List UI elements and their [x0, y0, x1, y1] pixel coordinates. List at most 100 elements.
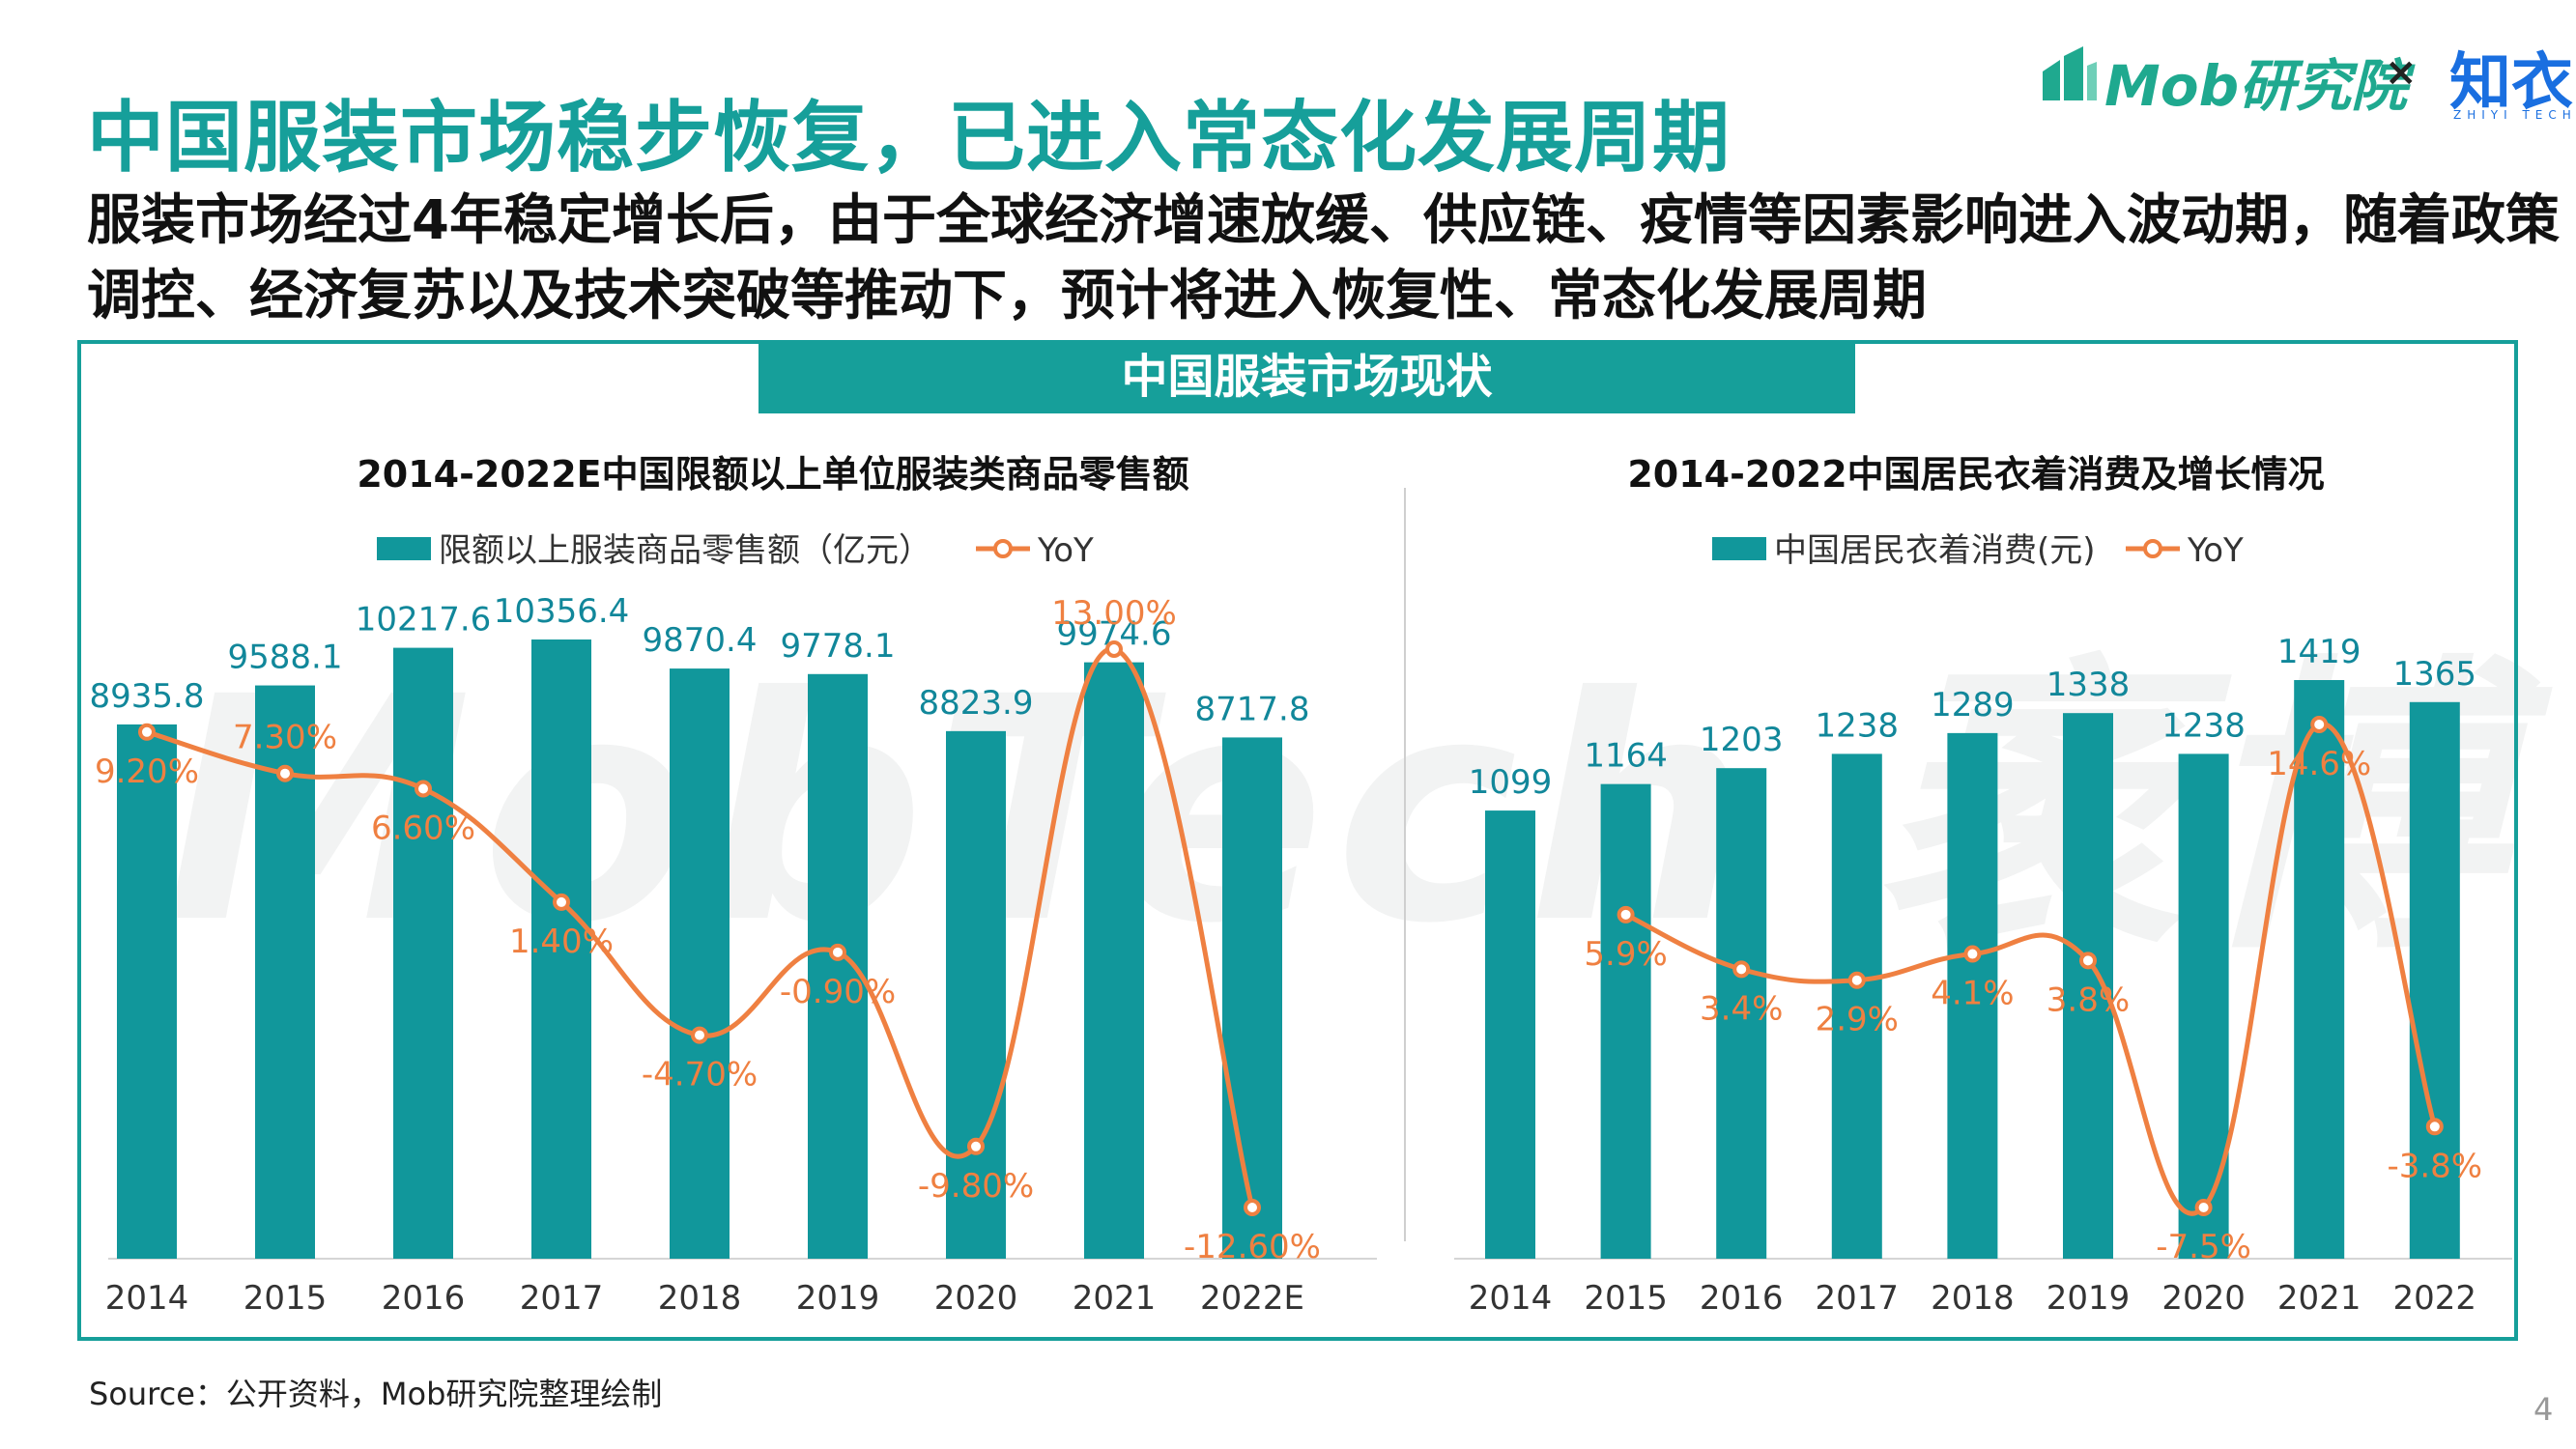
mob-logo-icon [2043, 46, 2097, 100]
bar [1222, 737, 1282, 1259]
yoy-point [1732, 960, 1751, 979]
yoy-point [1847, 971, 1866, 989]
mob-logo-text: Mob研究院 [2104, 53, 2408, 119]
yoy-point [1963, 945, 1982, 963]
x-tick-label: 2015 [1584, 1279, 1668, 1318]
yoy-value-label: 7.30% [233, 719, 337, 757]
chart-2: 中国居民衣着消费(元) YoY 1099 2014 1164 2015 1203 2016 12… [1454, 531, 2512, 1318]
yoy-point [829, 943, 846, 961]
yoy-point [138, 723, 156, 741]
x-tick-label: 2014 [105, 1279, 189, 1318]
bar [2178, 753, 2229, 1259]
yoy-value-label: 3.8% [2046, 980, 2130, 1019]
bar [1084, 662, 1144, 1259]
zhiyi-logo-subtext: ZHIYI TECH [2453, 108, 2576, 122]
yoy-value-label: 2.9% [1816, 1001, 1899, 1039]
x-tick-label: 2017 [1816, 1279, 1900, 1318]
legend-bar-swatch [377, 537, 431, 560]
chart-divider [1404, 488, 1406, 1241]
yoy-point [2310, 716, 2329, 733]
bar-value-label: 9778.1 [781, 627, 896, 666]
legend-line-label: YoY [2187, 531, 2244, 570]
logo-separator: × [2385, 50, 2418, 95]
yoy-value-label: -9.80% [918, 1167, 1034, 1206]
yoy-point [691, 1026, 708, 1044]
section-banner: 中国服装市场现状 [758, 340, 1855, 413]
yoy-value-label: -7.5% [2156, 1228, 2251, 1266]
x-tick-label: 2014 [1469, 1279, 1553, 1318]
bar-value-label: 1365 [2393, 655, 2477, 694]
yoy-value-label: 6.60% [371, 810, 475, 848]
yoy-value-label: 5.9% [1584, 935, 1667, 974]
bar-value-label: 1419 [2277, 633, 2361, 671]
x-tick-label: 2022 [2393, 1279, 2477, 1318]
yoy-point [2079, 952, 2097, 970]
bar [1600, 783, 1651, 1259]
bar-value-label: 10356.4 [494, 592, 630, 631]
yoy-point [1105, 640, 1123, 658]
bar [1485, 810, 1535, 1259]
page-subtitle: 服装市场经过4年稳定增长后，由于全球经济增速放缓、供应链、疫情等因素影响进入波动… [87, 189, 2560, 327]
bar-value-label: 1238 [1816, 706, 1900, 745]
bar [2409, 701, 2460, 1259]
x-tick-label: 2019 [2046, 1279, 2131, 1318]
yoy-point [967, 1137, 985, 1155]
yoy-value-label: 1.40% [509, 923, 614, 961]
yoy-value-label: -0.90% [780, 973, 896, 1011]
bar-value-label: 1164 [1584, 737, 1668, 776]
yoy-point [1617, 905, 1635, 923]
legend-line-label: YoY [1037, 531, 1094, 570]
yoy-value-label: -12.60% [1184, 1228, 1321, 1266]
bar [946, 730, 1006, 1259]
bar-value-label: 8823.9 [919, 684, 1034, 723]
legend-bar-label: 限额以上服装商品零售额（亿元） [439, 531, 931, 570]
yoy-point [1244, 1199, 1261, 1216]
x-tick-label: 2019 [796, 1279, 880, 1318]
yoy-point [553, 893, 570, 911]
legend-line-marker [993, 539, 1013, 558]
bar [1716, 768, 1767, 1259]
bar-value-label: 1099 [1469, 763, 1553, 802]
source-note: Source：公开资料，Mob研究院整理绘制 [89, 1376, 663, 1412]
yoy-value-label: 13.00% [1051, 594, 1177, 633]
bar-value-label: 8717.8 [1195, 690, 1310, 728]
x-tick-label: 2015 [243, 1279, 328, 1318]
x-tick-label: 2020 [2161, 1279, 2246, 1318]
legend-line-marker [2143, 539, 2162, 558]
bar [531, 639, 591, 1259]
bar [393, 647, 453, 1259]
yoy-value-label: 9.20% [95, 753, 199, 791]
yoy-value-label: 3.4% [1700, 989, 1783, 1028]
bar [670, 668, 730, 1259]
bar-value-label: 1289 [1931, 686, 2015, 724]
bar [1831, 753, 1882, 1259]
bar-value-label: 9588.1 [228, 639, 343, 677]
bar [808, 673, 868, 1259]
legend-bar-label: 中国居民衣着消费(元) [1774, 531, 2096, 570]
bar [2294, 680, 2345, 1259]
bar-value-label: 8935.8 [90, 677, 205, 716]
zhiyi-logo-text: 知衣 [2449, 47, 2573, 119]
x-tick-label: 2021 [1073, 1279, 1157, 1318]
bar-value-label: 10217.6 [356, 601, 492, 639]
bar-value-label: 1203 [1700, 721, 1784, 759]
bar-value-label: 1338 [2046, 666, 2131, 704]
x-tick-label: 2022E [1200, 1279, 1304, 1318]
x-tick-label: 2018 [1931, 1279, 2015, 1318]
chart-title-2: 2014-2022中国居民衣着消费及增长情况 [1627, 453, 2325, 496]
yoy-value-label: 4.1% [1931, 975, 2014, 1013]
x-tick-label: 2016 [382, 1279, 466, 1318]
yoy-point [276, 764, 294, 782]
bar [1947, 732, 1998, 1259]
bar-value-label: 1238 [2161, 706, 2246, 745]
chart-title-1: 2014-2022E中国限额以上单位服装类商品零售额 [357, 453, 1189, 496]
yoy-point [2425, 1118, 2444, 1136]
yoy-value-label: 14.6% [2267, 745, 2371, 783]
x-tick-label: 2016 [1700, 1279, 1784, 1318]
yoy-point [2194, 1199, 2213, 1216]
x-tick-label: 2021 [2277, 1279, 2361, 1318]
x-tick-label: 2018 [658, 1279, 742, 1318]
yoy-point [415, 780, 432, 798]
page-number: 4 [2533, 1391, 2554, 1428]
